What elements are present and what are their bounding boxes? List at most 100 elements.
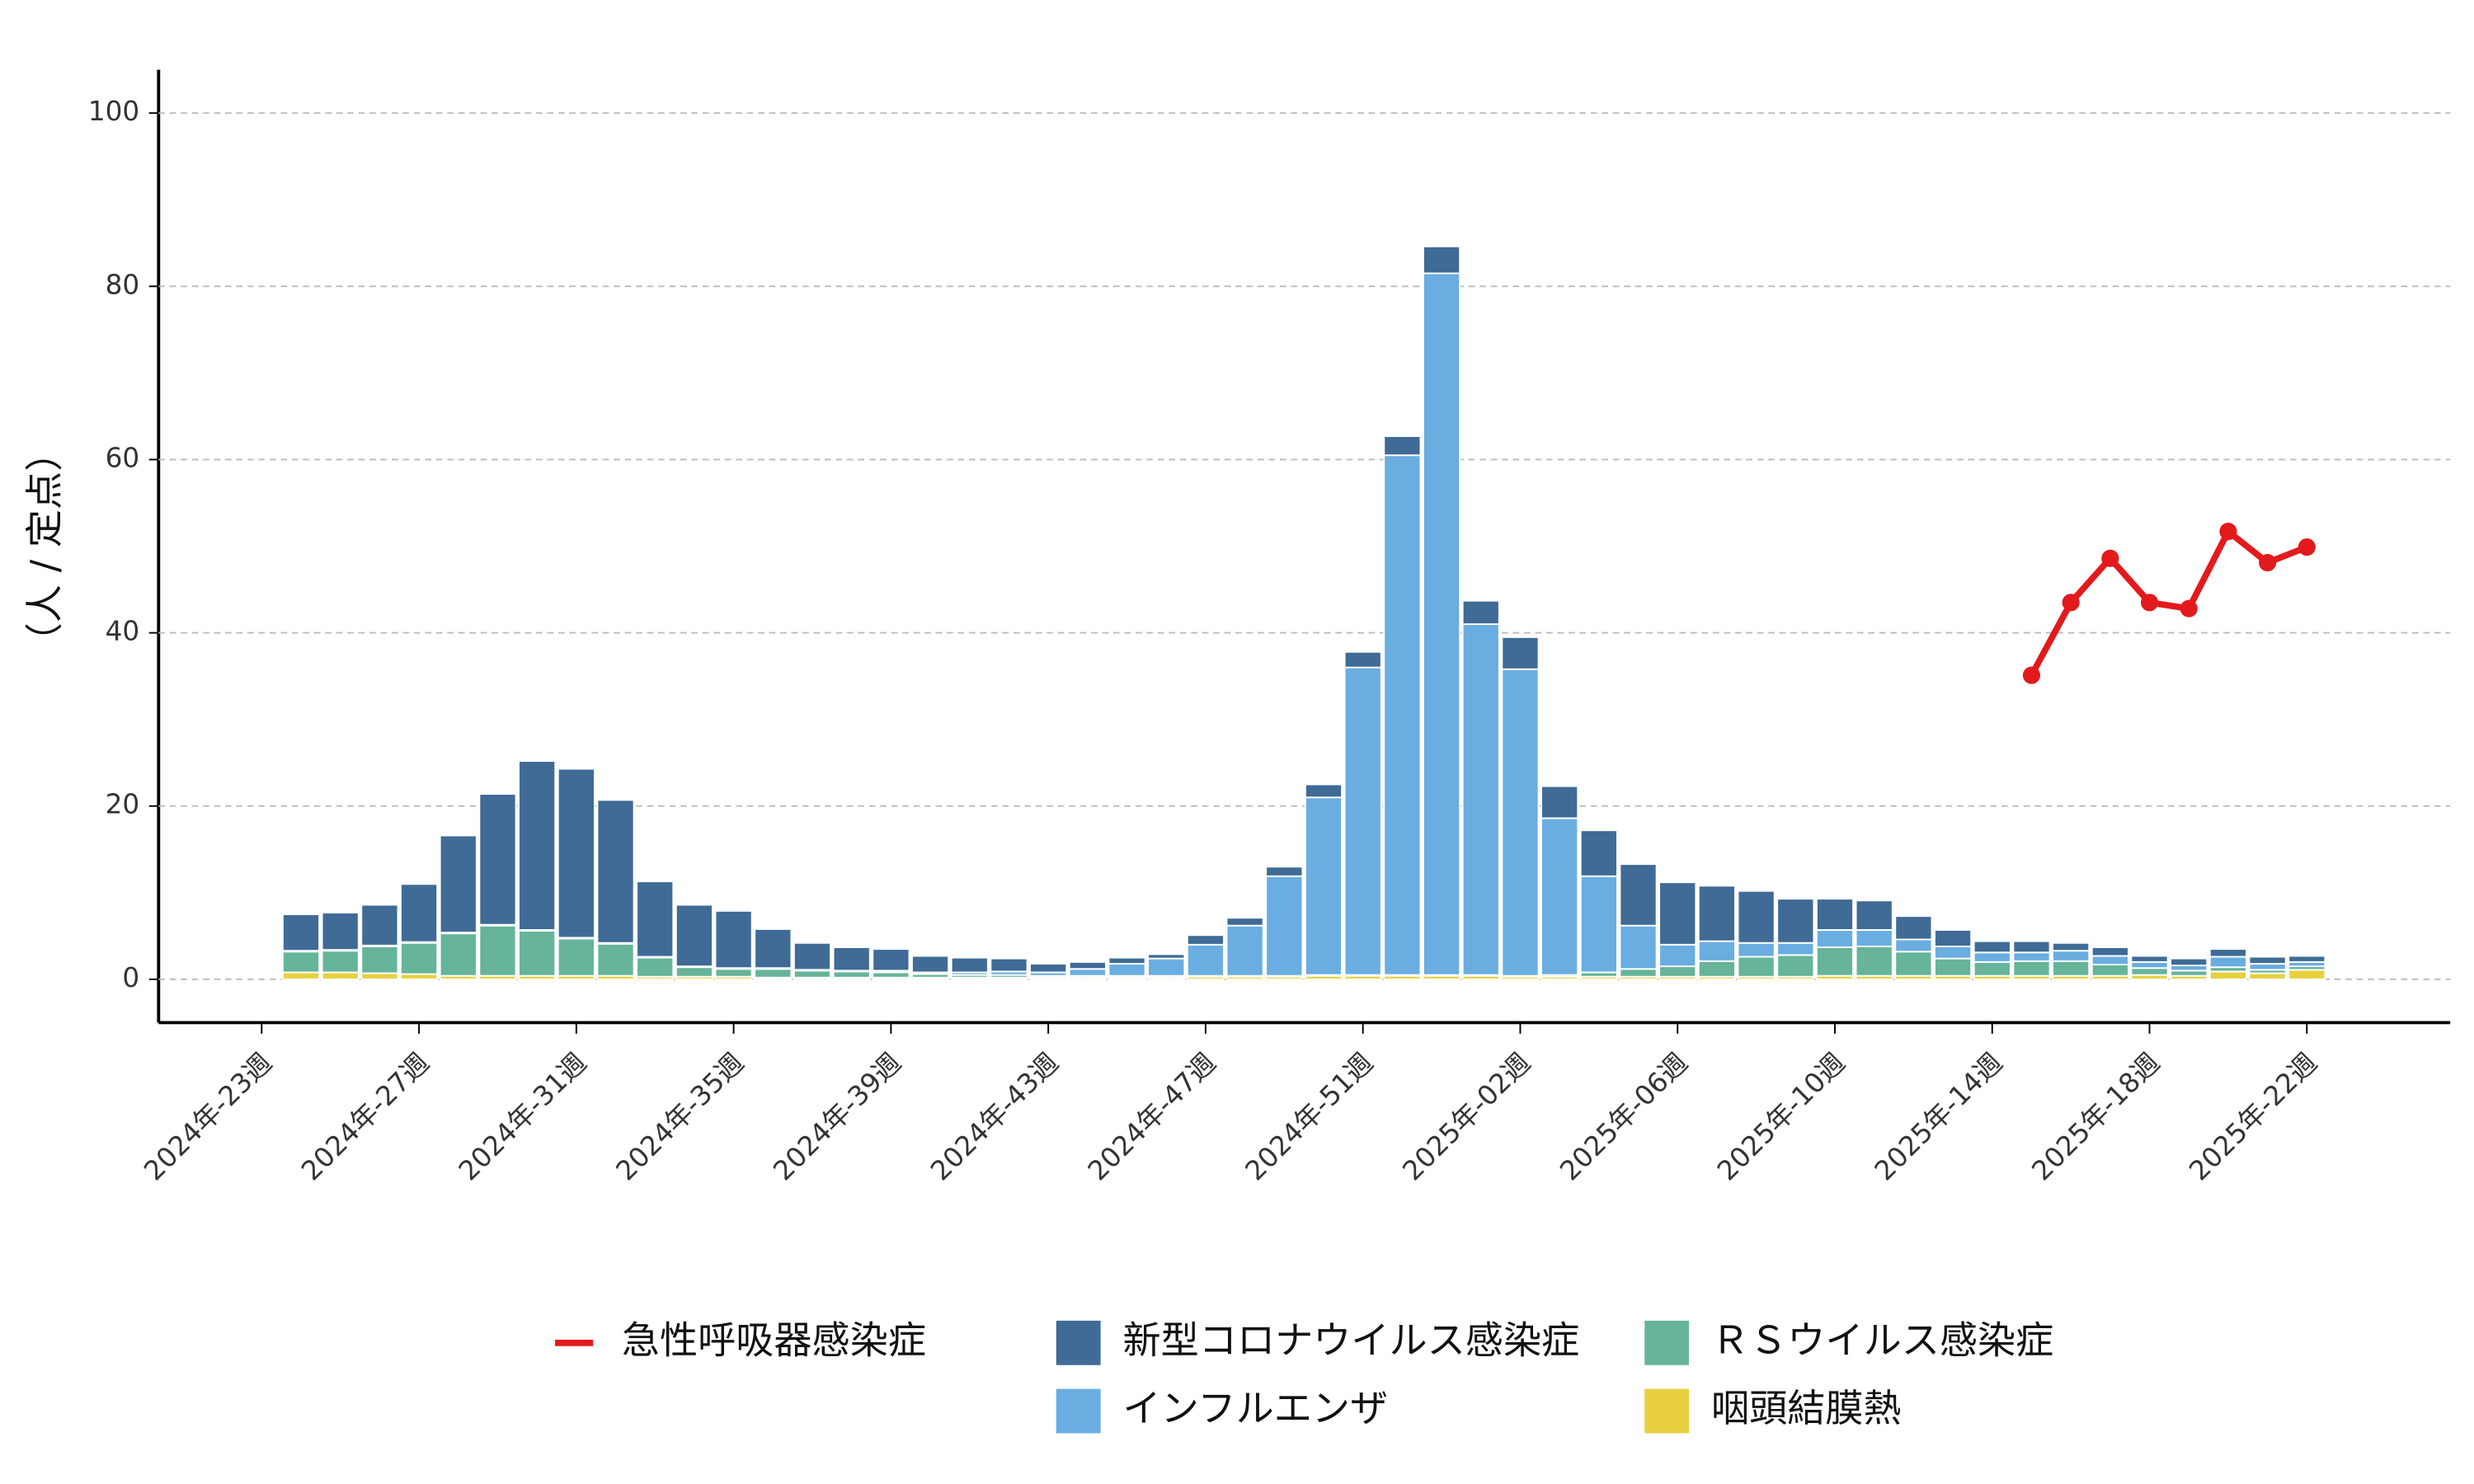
bar-segment xyxy=(321,971,360,980)
x-tick-label: 2024年-27週 xyxy=(295,1047,435,1187)
bar-segment xyxy=(1501,668,1540,977)
bar-segment xyxy=(1619,924,1658,970)
bar-segment xyxy=(714,968,753,978)
line-point xyxy=(2219,523,2237,541)
bar-segment xyxy=(2091,964,2129,977)
bar-segment xyxy=(360,972,399,980)
bar-segment xyxy=(872,948,910,972)
legend-label: ＲＳウイルス感染症 xyxy=(1711,1317,2053,1362)
bar-segment xyxy=(557,768,595,939)
bar-segment xyxy=(1304,796,1343,976)
legend-swatch xyxy=(1056,1388,1101,1434)
bar-segment xyxy=(2091,955,2129,965)
bar-segment xyxy=(1776,942,1815,956)
bar-segment xyxy=(1383,454,1422,976)
x-tick-label: 2025年-22週 xyxy=(2183,1047,2323,1187)
bar-segment xyxy=(1619,863,1658,927)
bar-segment xyxy=(321,950,360,974)
bar-segment xyxy=(2052,942,2091,952)
bar-segment xyxy=(478,793,517,926)
bar-segment xyxy=(1108,962,1146,977)
line-point xyxy=(2259,553,2277,572)
bar-segment xyxy=(1658,881,1697,946)
y-tick-label: 20 xyxy=(106,789,140,820)
bar-segment xyxy=(1265,866,1304,877)
bar-segment xyxy=(1108,956,1146,965)
bar-segment xyxy=(2248,972,2287,980)
bar-segment xyxy=(2052,960,2091,977)
bar-segment xyxy=(1973,940,2011,954)
bar-segment xyxy=(1029,962,1068,974)
x-tick-label: 2024年-31週 xyxy=(453,1047,593,1187)
bar-segment xyxy=(281,971,321,980)
bar-segment xyxy=(832,970,871,979)
bar-segment xyxy=(636,881,675,958)
bar-segment xyxy=(2052,950,2091,962)
bar-segment xyxy=(439,834,477,934)
bar-segment xyxy=(399,883,439,943)
bar-segment xyxy=(1934,957,1973,977)
y-axis-label: （人 / 定点） xyxy=(22,434,67,661)
bar-segment xyxy=(1540,817,1579,976)
bar-segment xyxy=(1186,943,1225,977)
bar-segment xyxy=(1776,954,1815,978)
legend-label: 急性呼吸器感染症 xyxy=(622,1317,926,1362)
line-point xyxy=(2180,599,2198,618)
bar-segment xyxy=(2208,948,2247,958)
bar-segment xyxy=(1737,890,1776,944)
legend-label: 新型コロナウイルス感染症 xyxy=(1123,1317,1580,1362)
bar-segment xyxy=(950,956,989,974)
bar-segment xyxy=(518,930,557,977)
bar-segment xyxy=(1855,928,1893,947)
x-tick-label: 2024年-35週 xyxy=(610,1047,750,1187)
bar-segment xyxy=(2012,951,2051,962)
bar-segment xyxy=(793,970,832,979)
bar-segment xyxy=(2130,955,2169,963)
bar-segment xyxy=(2288,969,2326,980)
bar-segment xyxy=(1658,943,1697,968)
bar-segment xyxy=(1225,924,1264,977)
bar-segment xyxy=(793,942,832,971)
bar-segment xyxy=(1855,899,1893,931)
x-tick-label: 2024年-39週 xyxy=(767,1047,907,1187)
bar-segment xyxy=(1658,965,1697,978)
bar-segment xyxy=(281,913,321,952)
bar-segment xyxy=(1697,940,1736,962)
bar-segment xyxy=(1815,928,1855,948)
bar-segment xyxy=(1697,885,1736,942)
bar-segment xyxy=(910,955,950,974)
bar-segment xyxy=(1540,785,1579,819)
bar-segment xyxy=(1894,951,1933,977)
bar-segment xyxy=(399,942,439,975)
x-tick-label: 2025年-18週 xyxy=(2026,1047,2166,1187)
bar-segment xyxy=(1894,938,1933,953)
bar-segment xyxy=(1579,829,1618,877)
bar-segment xyxy=(1934,928,1973,947)
x-tick-label: 2024年-47週 xyxy=(1082,1047,1222,1187)
bar-segment xyxy=(1737,956,1776,978)
bar-segment xyxy=(1265,875,1304,977)
bar-segment xyxy=(1147,957,1186,977)
bar-segment xyxy=(1579,875,1618,974)
bar-segment xyxy=(2130,967,2169,976)
bar-segment xyxy=(360,904,399,946)
bar-segment xyxy=(832,946,871,972)
bar-segment xyxy=(1737,942,1776,958)
y-tick-label: 0 xyxy=(122,962,139,993)
bar-segment xyxy=(1894,915,1933,941)
bar-segment xyxy=(1815,898,1855,931)
bar-segment xyxy=(2288,955,2326,963)
bar-segment xyxy=(2170,957,2208,967)
bar-segment xyxy=(281,951,321,974)
bar-segment xyxy=(518,760,557,931)
x-tick-label: 2025年-14週 xyxy=(1869,1047,2009,1187)
bar-segment xyxy=(596,799,635,944)
bar-segment xyxy=(478,924,517,977)
bar-segment xyxy=(1383,435,1422,457)
y-tick-label: 80 xyxy=(106,269,140,300)
bar-segment xyxy=(321,911,360,951)
bar-segment xyxy=(439,932,477,977)
bar-segment xyxy=(1461,623,1500,976)
bar-segment xyxy=(2248,956,2287,965)
